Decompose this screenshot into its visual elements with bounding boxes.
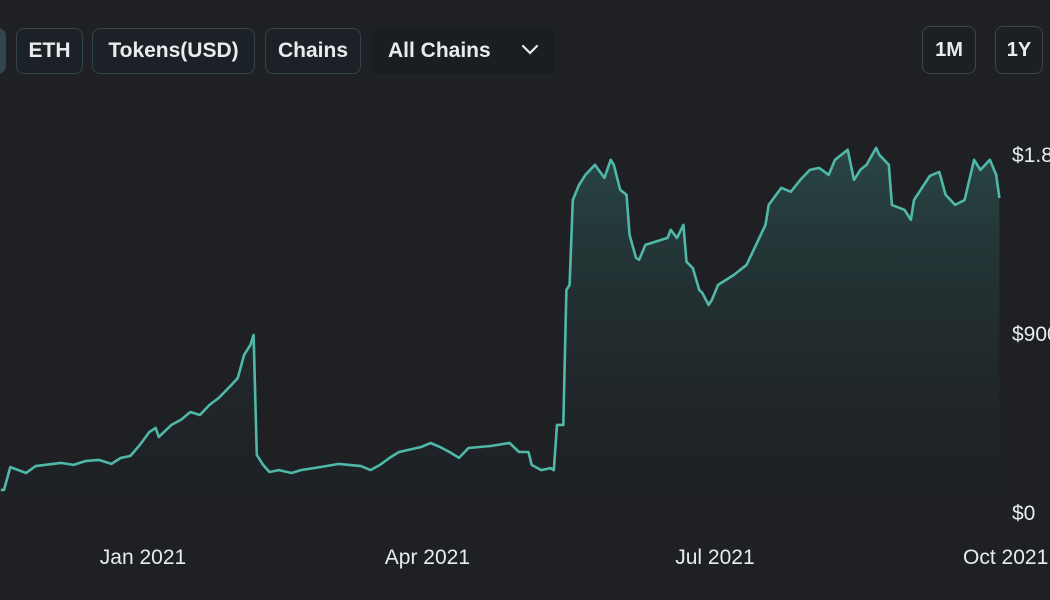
chains-button[interactable]: Chains <box>265 28 361 74</box>
chain-select-value: All Chains <box>388 39 491 62</box>
y-tick-label: $900M <box>1012 323 1050 346</box>
area-fill <box>0 147 1000 515</box>
x-tick-label: Apr 2021 <box>384 546 471 569</box>
x-tick-label: Oct 2021 <box>963 546 1049 569</box>
x-tick-label: Jul 2021 <box>675 546 755 569</box>
series-line <box>0 146 1001 492</box>
chevron-down-icon <box>521 44 539 55</box>
eth-button[interactable]: ETH <box>16 28 83 74</box>
range-1y-button[interactable]: 1Y <box>995 26 1043 74</box>
chain-select-dropdown[interactable]: All Chains <box>370 26 557 76</box>
x-tick-label: Jan 2021 <box>99 546 187 569</box>
tokens-usd-button[interactable]: Tokens(USD) <box>92 28 255 74</box>
y-tick-label: $1.8B <box>1012 144 1050 167</box>
y-tick-label: $0 <box>1012 502 1036 525</box>
range-1m-button[interactable]: 1M <box>922 26 976 74</box>
